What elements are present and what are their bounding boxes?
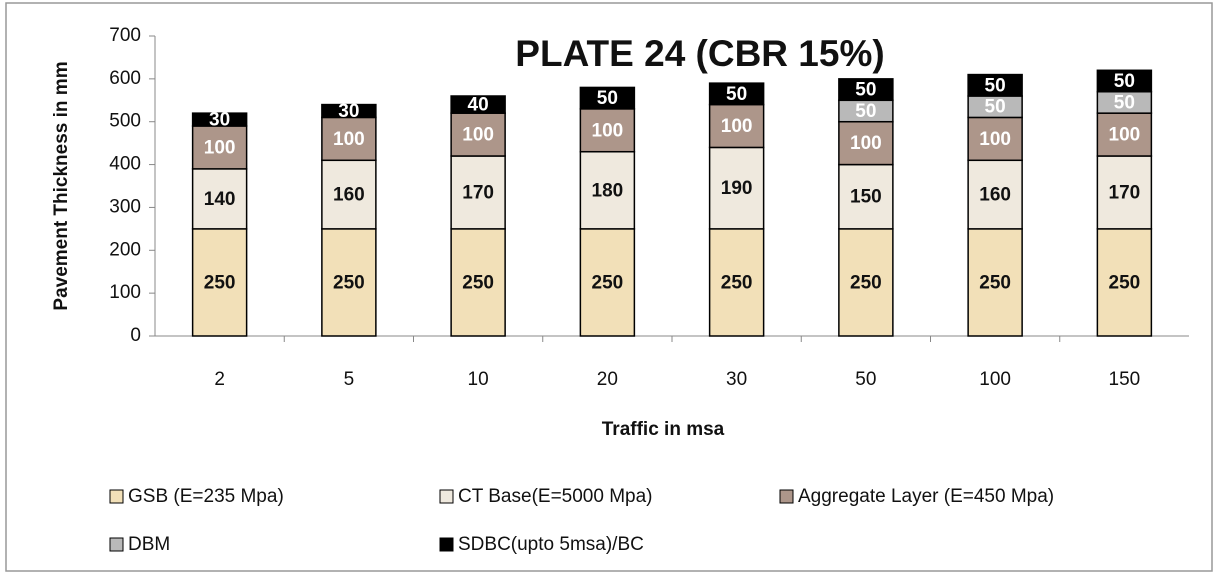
legend-label: DBM bbox=[128, 534, 170, 555]
y-axis-label: Pavement Thickness in mm bbox=[51, 61, 72, 310]
y-tick-label: 0 bbox=[130, 325, 141, 346]
data-label: 50 bbox=[597, 88, 618, 109]
bar-segment bbox=[1096, 228, 1153, 337]
legend-swatch bbox=[439, 489, 454, 504]
data-label: 170 bbox=[462, 182, 494, 203]
bar-segment bbox=[321, 103, 377, 119]
bar-segment bbox=[838, 78, 894, 102]
data-label: 50 bbox=[855, 80, 876, 101]
bar-segment bbox=[708, 82, 765, 106]
legend-label: SDBC(upto 5msa)/BC bbox=[458, 534, 644, 555]
chart-title: PLATE 24 (CBR 15%) bbox=[515, 33, 884, 74]
data-label: 100 bbox=[462, 125, 494, 146]
bar-segment bbox=[579, 228, 636, 337]
legend-swatch bbox=[109, 537, 124, 552]
data-label: 180 bbox=[592, 180, 624, 201]
bar-segment bbox=[321, 228, 377, 337]
data-label: 160 bbox=[333, 185, 365, 206]
bar-segment bbox=[321, 159, 377, 230]
bar-segment bbox=[450, 228, 506, 337]
data-label: 100 bbox=[592, 120, 624, 141]
bar-segment bbox=[450, 155, 506, 230]
bar-segment bbox=[967, 73, 1023, 97]
legend-swatch bbox=[109, 489, 124, 504]
x-tick-label: 10 bbox=[468, 369, 489, 390]
bar-segment bbox=[450, 112, 506, 157]
data-label: 250 bbox=[333, 272, 365, 293]
bar-segment bbox=[708, 103, 765, 149]
y-tick-label: 600 bbox=[109, 68, 141, 89]
y-tick-label: 100 bbox=[109, 282, 141, 303]
x-axis-label: Traffic in msa bbox=[602, 419, 725, 440]
bar-segment bbox=[191, 228, 248, 337]
x-tick-label: 5 bbox=[344, 369, 355, 390]
bar-segment bbox=[1096, 112, 1153, 157]
bar-segment bbox=[579, 86, 636, 110]
x-tick-label: 2 bbox=[214, 369, 225, 390]
y-tick-label: 700 bbox=[109, 25, 141, 46]
x-tick-label: 20 bbox=[597, 369, 618, 390]
bar-segment bbox=[967, 159, 1023, 230]
bar-segment bbox=[838, 120, 894, 166]
data-label: 100 bbox=[204, 137, 236, 158]
data-label: 250 bbox=[721, 272, 753, 293]
x-tick-label: 30 bbox=[726, 369, 747, 390]
legend-label: CT Base(E=5000 Mpa) bbox=[458, 486, 653, 507]
legend-label: GSB (E=235 Mpa) bbox=[128, 486, 284, 507]
legend-label: Aggregate Layer (E=450 Mpa) bbox=[798, 486, 1054, 507]
x-tick-label: 100 bbox=[979, 369, 1011, 390]
data-label: 100 bbox=[1109, 125, 1141, 146]
data-label: 250 bbox=[1109, 272, 1141, 293]
data-label: 140 bbox=[204, 189, 236, 210]
data-label: 250 bbox=[979, 272, 1011, 293]
legend-swatch bbox=[439, 537, 454, 552]
data-label: 50 bbox=[1114, 92, 1135, 113]
data-label: 50 bbox=[1114, 71, 1135, 92]
bar-segment bbox=[1096, 155, 1153, 230]
data-label: 250 bbox=[204, 272, 236, 293]
data-label: 50 bbox=[985, 97, 1006, 118]
bar-segment bbox=[191, 125, 248, 170]
y-tick-label: 300 bbox=[109, 196, 141, 217]
data-label: 40 bbox=[468, 95, 489, 116]
data-label: 50 bbox=[985, 75, 1006, 96]
bar-segment bbox=[967, 116, 1023, 162]
bar-segment bbox=[450, 95, 506, 114]
data-label: 100 bbox=[850, 133, 882, 154]
bar-segment bbox=[967, 228, 1023, 337]
data-label: 160 bbox=[979, 185, 1011, 206]
x-tick-label: 50 bbox=[855, 369, 876, 390]
data-label: 250 bbox=[592, 272, 624, 293]
data-label: 250 bbox=[462, 272, 494, 293]
y-tick-label: 400 bbox=[109, 154, 141, 175]
bar-segment bbox=[191, 168, 248, 230]
data-label: 100 bbox=[721, 116, 753, 137]
bar-segment bbox=[1096, 69, 1153, 93]
data-label: 190 bbox=[721, 178, 753, 199]
data-label: 30 bbox=[209, 110, 230, 131]
data-label: 100 bbox=[979, 129, 1011, 150]
data-label: 250 bbox=[850, 272, 882, 293]
bar-segment bbox=[579, 108, 636, 153]
data-label: 50 bbox=[726, 84, 747, 105]
data-label: 30 bbox=[338, 101, 359, 122]
bar-segment bbox=[708, 228, 765, 337]
data-label: 170 bbox=[1109, 182, 1141, 203]
bar-segment bbox=[191, 112, 248, 127]
bar-segment bbox=[579, 150, 636, 230]
bar-segment bbox=[838, 228, 894, 337]
legend-swatch bbox=[779, 489, 794, 504]
data-label: 100 bbox=[333, 129, 365, 150]
data-label: 150 bbox=[850, 187, 882, 208]
x-tick-label: 150 bbox=[1109, 369, 1141, 390]
bar-segment bbox=[321, 116, 377, 162]
y-tick-label: 500 bbox=[109, 111, 141, 132]
y-tick-label: 200 bbox=[109, 239, 141, 260]
data-label: 50 bbox=[855, 101, 876, 122]
